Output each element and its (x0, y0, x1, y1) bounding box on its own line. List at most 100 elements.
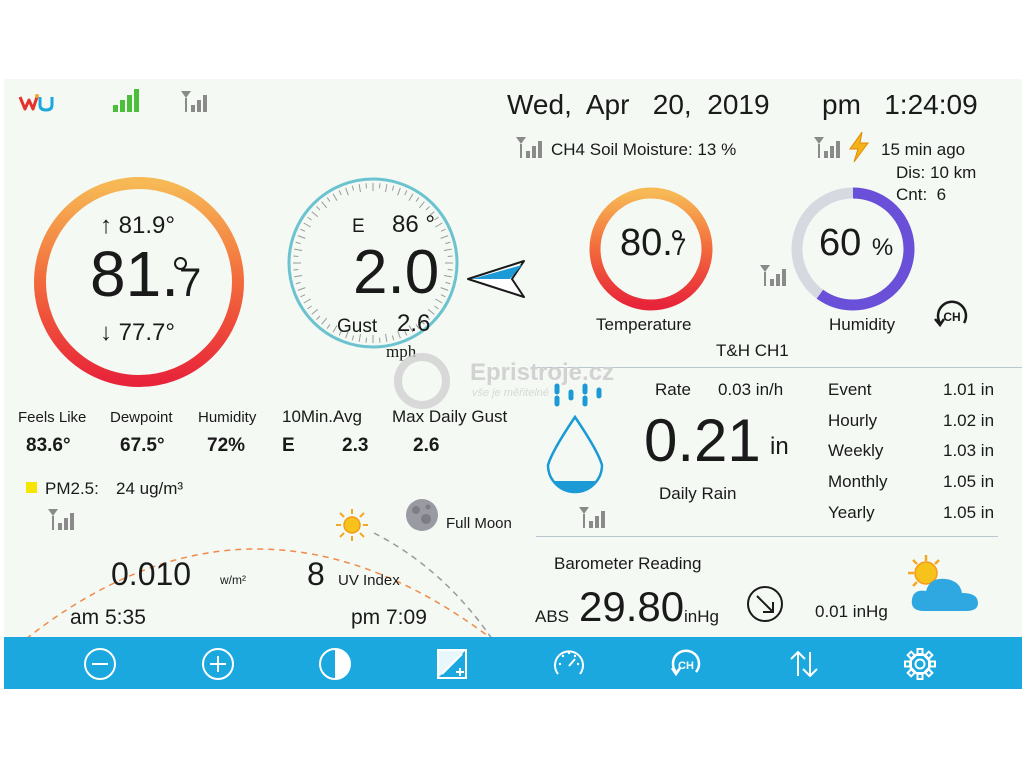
rain-drops-icon (552, 382, 610, 413)
header-date: Wed, Apr 20, 2019 (507, 89, 770, 120)
uv-index-value: 8 (307, 556, 325, 592)
daily-rain-unit: in (770, 433, 789, 460)
full-moon-icon (404, 497, 440, 538)
outdoor-sensor-signal-icon (179, 89, 211, 118)
watermark-brand: Epristroje.cz (470, 359, 615, 386)
sunset-time: pm 7:09 (351, 606, 427, 629)
wind-speed: 2.0 (353, 238, 440, 307)
stat-humidity: 72% (207, 435, 246, 456)
outdoor-temp-low: ↓ 77.7° (100, 319, 175, 346)
rain-row-value: 1.01 in (943, 380, 995, 399)
daily-rain-label: Daily Rain (659, 484, 737, 503)
outdoor-temp-high: ↑ 81.9° (100, 212, 175, 239)
outdoor-temp-decimal: 7 (178, 261, 202, 305)
sun-path-arc (4, 499, 524, 664)
channel-temp-label: Temperature (596, 315, 692, 334)
svg-text:CH: CH (943, 310, 960, 324)
divider-right-middle (536, 536, 998, 537)
outdoor-temp-value: 81.7 (90, 242, 201, 315)
watermark-tagline: vše je měřitelné (472, 387, 550, 399)
channel-temp-decimal: 7 (672, 234, 687, 261)
rain-row-label: Hourly (828, 411, 878, 430)
stat-header-dewpoint: Dewpoint (110, 409, 173, 426)
divider-right-top (536, 367, 1022, 368)
contrast-button[interactable] (317, 646, 353, 682)
rain-row-value: 1.03 in (943, 441, 995, 460)
outdoor-temp-degree-mark (174, 257, 187, 270)
stat-feels-like: 83.6° (26, 435, 71, 456)
outdoor-temperature-ring (32, 175, 246, 394)
soil-moisture-reading: CH4 Soil Moisture: 13 % (551, 140, 737, 159)
rain-row-value: 1.02 in (943, 411, 995, 430)
sun-position-icon (334, 507, 370, 548)
channel-sensor-signal-icon (758, 263, 790, 292)
rain-sensor-signal-icon (577, 505, 609, 534)
stat-header-10min-avg: 10Min.Avg (282, 407, 363, 426)
stat-avg-speed: 2.3 (342, 435, 369, 456)
uv-index-label: UV Index (338, 572, 400, 589)
rain-row-label: Event (828, 380, 872, 399)
barometer-unit: inHg (684, 607, 719, 626)
barometer-change: 0.01 inHg (815, 602, 888, 621)
channel-temp-value: 80.7 (620, 223, 686, 268)
lightning-sensor-signal-icon (812, 135, 844, 164)
svg-text:CH: CH (678, 660, 694, 672)
rain-row-label: Monthly (828, 472, 888, 491)
lightning-last-strike: 15 min ago (881, 140, 966, 159)
rain-row-value: 1.05 in (943, 472, 995, 491)
wind-gust-value: 2.6 (397, 310, 431, 337)
scroll-toggle-button[interactable] (786, 646, 822, 682)
outdoor-temp-main: 81. (90, 238, 179, 310)
wind-direction: E (352, 216, 365, 237)
lightning-count: Cnt: 6 (896, 185, 947, 204)
rain-row-label: Yearly (828, 503, 875, 522)
wind-unit: mph (386, 342, 417, 361)
pm25-label: PM2.5: (45, 479, 99, 498)
rain-row-label: Weekly (828, 441, 884, 460)
wunderground-logo (18, 91, 56, 118)
channel-temp-main: 80. (620, 222, 673, 264)
gauge-button[interactable] (551, 646, 587, 682)
wind-compass (285, 175, 461, 356)
channel-temp-degree-mark (672, 230, 682, 240)
pm25-value: 24 ug/m³ (116, 479, 184, 498)
header-time: pm 1:24:09 (822, 89, 978, 120)
zoom-in-button[interactable] (200, 646, 236, 682)
rain-rate-label: Rate (655, 380, 691, 399)
soil-sensor-signal-icon (514, 135, 546, 164)
channel-temperature-ring (588, 186, 714, 317)
channel-cycle-button[interactable]: CH (668, 646, 704, 682)
channel-humidity-label: Humidity (829, 315, 896, 334)
pm25-sensor-signal-icon (46, 507, 78, 536)
settings-button[interactable] (902, 646, 938, 682)
zoom-out-button[interactable] (82, 646, 118, 682)
weather-station-screen: Wed, Apr 20, 2019 pm 1:24:09 CH4 Soil Mo… (4, 79, 1022, 689)
channel-humidity-unit: % (871, 234, 894, 261)
solar-radiation-value: 0.010 (111, 556, 192, 592)
pressure-trend-arrow-icon (746, 585, 784, 628)
rain-rate-value: 0.03 in/h (718, 380, 784, 399)
channel-humidity-number: 60 (819, 222, 862, 264)
channel-switch-icon[interactable]: CH (932, 297, 972, 338)
barometer-abs-label: ABS (535, 607, 570, 626)
edit-button[interactable] (434, 646, 470, 682)
stat-header-humidity: Humidity (198, 409, 257, 426)
solar-radiation-unit: w/m² (220, 573, 246, 587)
wind-direction-arrow-icon (466, 259, 528, 304)
stat-avg-direction: E (282, 435, 295, 456)
lightning-bolt-icon (848, 131, 870, 168)
stat-dewpoint: 67.5° (120, 435, 165, 456)
barometer-title: Barometer Reading (554, 554, 702, 573)
moon-phase-label: Full Moon (446, 515, 512, 532)
daily-rain-value: 0.21 (644, 407, 761, 474)
wifi-signal-icon (112, 87, 142, 118)
pm25-color-indicator (26, 482, 37, 493)
rain-row-value: 1.05 in (943, 503, 995, 522)
barometer-value: 29.80 (579, 583, 685, 630)
stat-header-feels-like: Feels Like (18, 409, 87, 426)
stat-max-gust: 2.6 (413, 435, 440, 456)
channel-name: T&H CH1 (716, 341, 789, 360)
lightning-distance: Dis: 10 km (896, 163, 977, 182)
stat-header-max-gust: Max Daily Gust (392, 407, 508, 426)
partly-cloudy-forecast-icon (902, 553, 984, 620)
